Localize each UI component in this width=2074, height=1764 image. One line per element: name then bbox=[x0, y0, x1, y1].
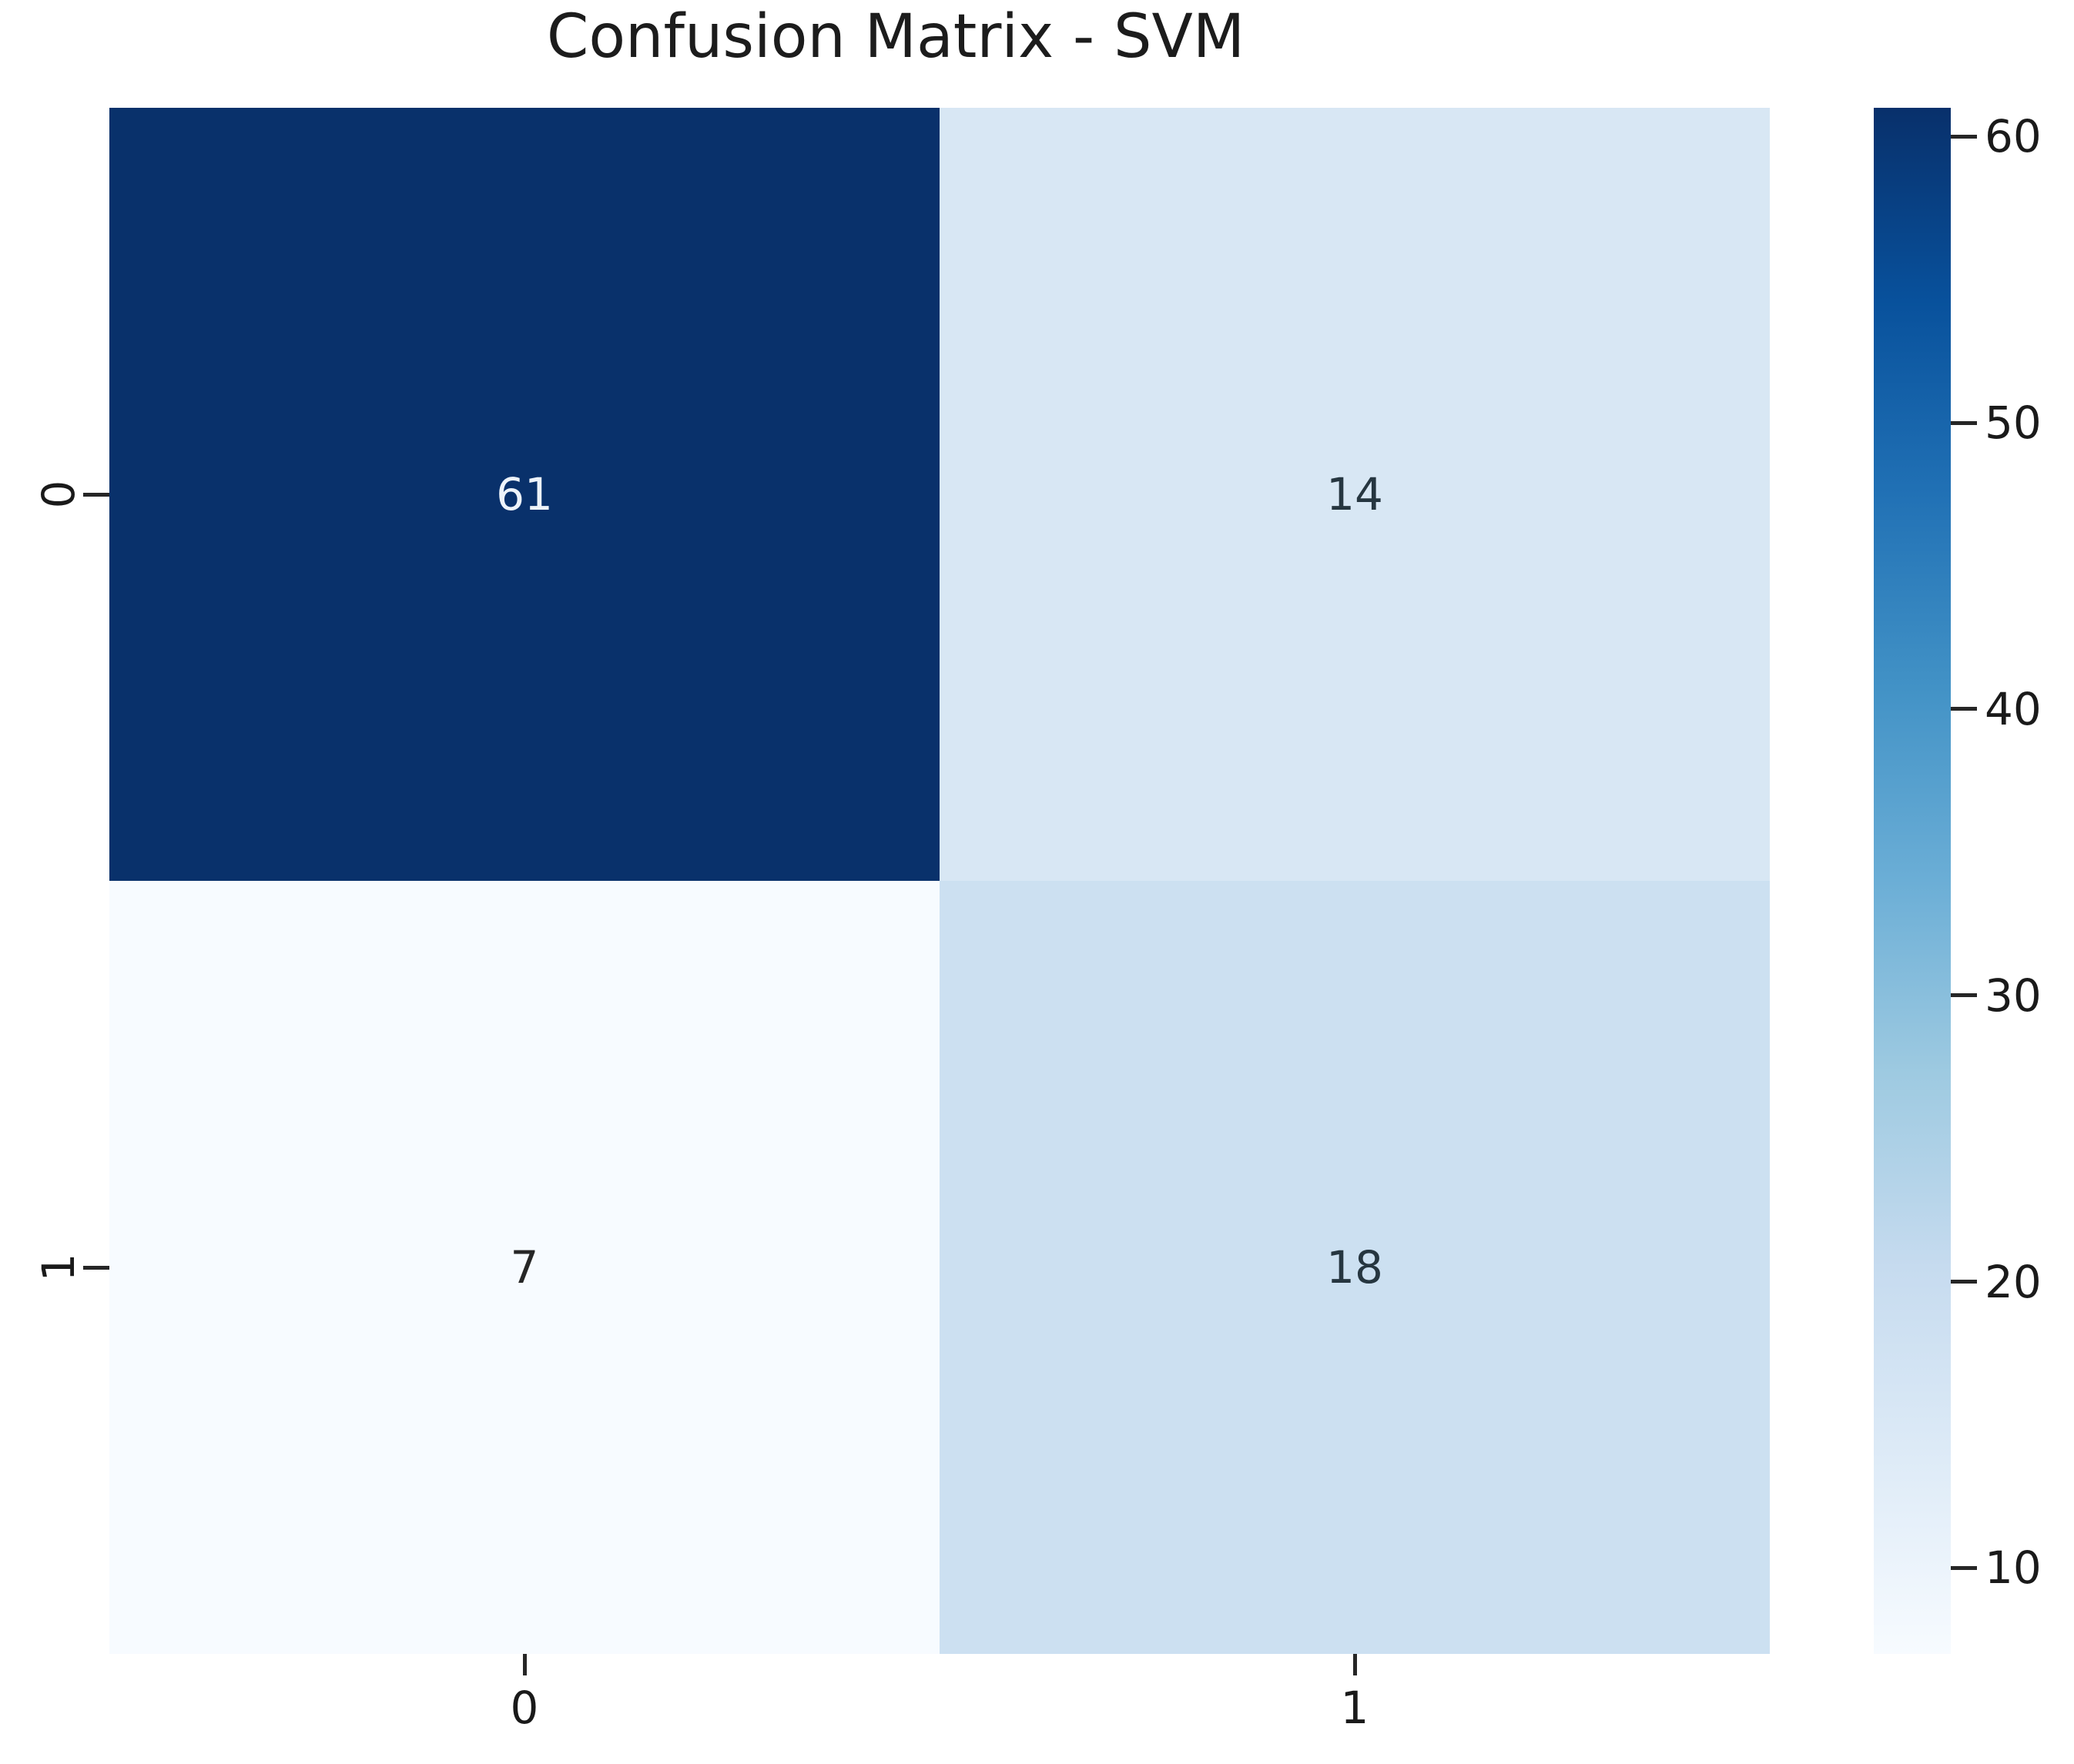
colorbar-tick-label-50: 50 bbox=[1985, 397, 2042, 449]
colorbar-tick-mark-30 bbox=[1951, 993, 1977, 997]
heatmap-cell-r1c1: 18 bbox=[940, 881, 1770, 1654]
chart-title: Confusion Matrix - SVM bbox=[546, 2, 1245, 72]
cell-value-r0c1: 14 bbox=[1326, 468, 1383, 520]
y-tick-label-1: 1 bbox=[32, 1253, 85, 1282]
colorbar-tick-label-60: 60 bbox=[1985, 110, 2042, 162]
x-tick-label-0: 0 bbox=[510, 1682, 539, 1734]
colorbar-tick-mark-60 bbox=[1951, 135, 1977, 139]
colorbar-tick-label-10: 10 bbox=[1985, 1541, 2042, 1594]
colorbar-tick-mark-10 bbox=[1951, 1566, 1977, 1570]
x-tick-mark-0 bbox=[523, 1654, 527, 1675]
colorbar-tick-mark-50 bbox=[1951, 421, 1977, 425]
colorbar-tick-label-40: 40 bbox=[1985, 683, 2042, 735]
colorbar-gradient bbox=[1874, 108, 1951, 1654]
heatmap-cell-r0c1: 14 bbox=[940, 108, 1770, 881]
cell-value-r1c1: 18 bbox=[1326, 1241, 1383, 1294]
heatmap-cell-r1c0: 7 bbox=[109, 881, 940, 1654]
cell-value-r1c0: 7 bbox=[510, 1241, 539, 1294]
colorbar-tick-label-30: 30 bbox=[1985, 969, 2042, 1022]
cell-value-r0c0: 61 bbox=[496, 468, 553, 520]
colorbar-tick-mark-40 bbox=[1951, 707, 1977, 711]
y-tick-mark-0 bbox=[83, 493, 109, 497]
colorbar-tick-mark-20 bbox=[1951, 1280, 1977, 1284]
heatmap: 61 14 7 18 bbox=[109, 108, 1770, 1654]
heatmap-cell-r0c0: 61 bbox=[109, 108, 940, 881]
x-tick-mark-1 bbox=[1353, 1654, 1357, 1675]
x-tick-label-1: 1 bbox=[1340, 1682, 1369, 1734]
colorbar-tick-label-20: 20 bbox=[1985, 1256, 2042, 1308]
y-tick-mark-1 bbox=[83, 1266, 109, 1270]
y-tick-label-0: 0 bbox=[32, 480, 85, 509]
